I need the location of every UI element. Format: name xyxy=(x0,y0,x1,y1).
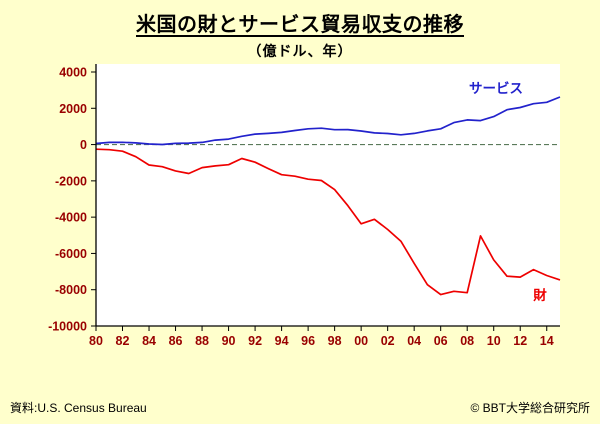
page-title-text: 米国の財とサービス貿易収支の推移 xyxy=(136,14,464,36)
chart-area: 4000 2000 0 -2000 -4000 -6000 -8000 -10000 80 82 8… xyxy=(26,62,574,365)
page-title: 米国の財とサービス貿易収支の推移 xyxy=(0,0,600,37)
x-tick-label: 96 xyxy=(301,334,315,348)
x-tick-label: 98 xyxy=(328,334,342,348)
x-tick-label: 94 xyxy=(275,334,289,348)
x-tick-label: 90 xyxy=(222,334,236,348)
x-tick-label: 08 xyxy=(460,334,474,348)
x-tick-label: 84 xyxy=(142,334,156,348)
y-tick-label: -2000 xyxy=(55,174,87,188)
y-tick-label: -6000 xyxy=(55,247,87,261)
x-tick-label: 14 xyxy=(540,334,554,348)
x-tick-label: 04 xyxy=(407,334,421,348)
x-tick-label: 88 xyxy=(195,334,209,348)
chart-unit-note: （億ドル、年） xyxy=(247,43,353,59)
goods-line xyxy=(95,148,561,296)
source-note: 資料:U.S. Census Bureau xyxy=(10,401,147,415)
x-tick-label: 00 xyxy=(354,334,368,348)
series-label-goods: 財 xyxy=(532,287,547,303)
y-tick-label: 0 xyxy=(80,138,87,152)
y-tick-label: 4000 xyxy=(59,66,87,80)
x-tick-label: 92 xyxy=(248,334,262,348)
plot-background xyxy=(96,64,560,326)
x-tick-label: 02 xyxy=(381,334,395,348)
x-tick-label: 82 xyxy=(116,334,130,348)
footer: 資料:U.S. Census Bureau © BBT大学総合研究所 xyxy=(10,399,590,416)
series-label-services: サービス xyxy=(469,81,523,96)
x-tick-label: 10 xyxy=(487,334,501,348)
x-tick-label: 06 xyxy=(434,334,448,348)
y-tick-label: -4000 xyxy=(55,211,87,225)
y-tick-label: -10000 xyxy=(48,320,87,334)
x-tick-label: 86 xyxy=(169,334,183,348)
copyright-note: © BBT大学総合研究所 xyxy=(470,401,590,415)
x-tick-label: 80 xyxy=(89,334,103,348)
services-line xyxy=(95,96,561,146)
y-tick-label: 2000 xyxy=(59,102,87,116)
y-tick-label: -8000 xyxy=(55,283,87,297)
x-tick-label: 12 xyxy=(513,334,527,348)
